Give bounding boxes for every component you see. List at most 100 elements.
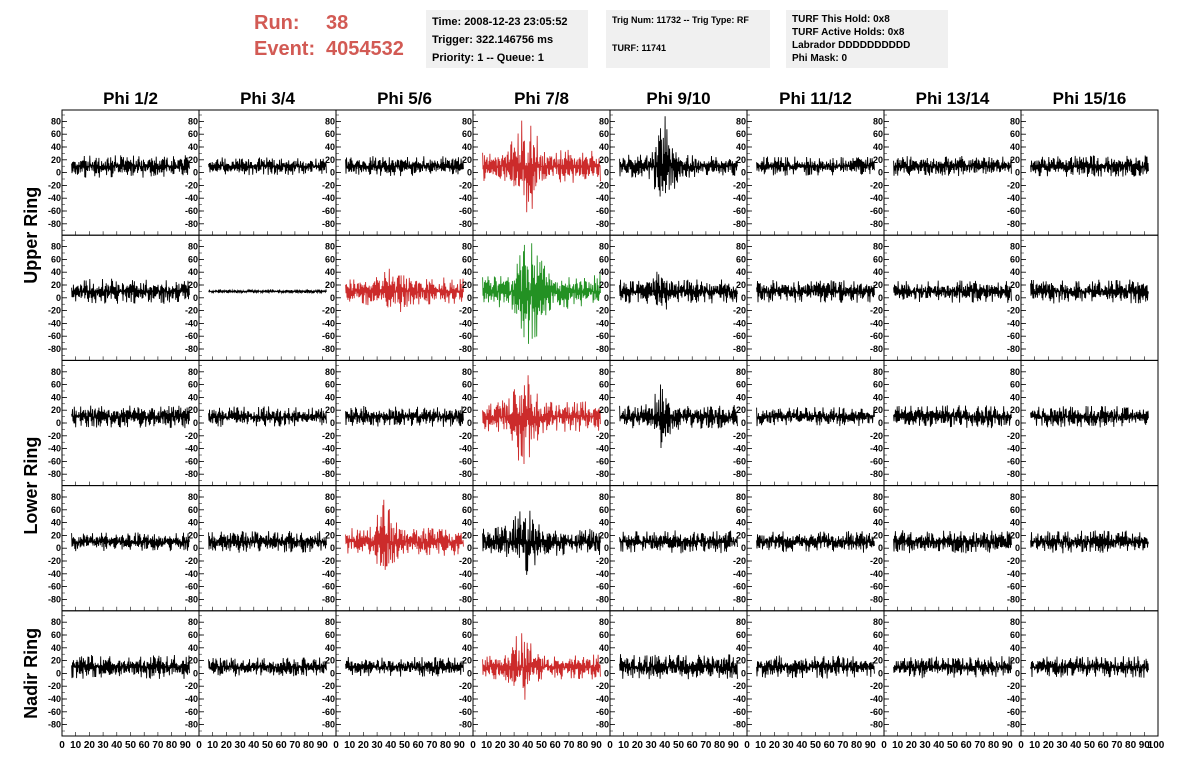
y-tick-label: 0 (1015, 668, 1020, 678)
y-tick-label: 20 (873, 656, 883, 666)
y-tick-label: -80 (185, 720, 198, 730)
x-tick-label: 50 (673, 740, 685, 751)
y-tick-label: 20 (188, 656, 198, 666)
y-tick-label: 80 (325, 617, 335, 627)
y-tick-label: 60 (736, 129, 746, 139)
y-tick-label: -20 (185, 306, 198, 316)
y-tick-label: -20 (596, 681, 609, 691)
y-tick-label: 0 (878, 418, 883, 428)
x-tick-label: 50 (1084, 740, 1096, 751)
y-tick-label: 20 (462, 405, 472, 415)
y-tick-label: 0 (193, 418, 198, 428)
y-tick-label: 0 (467, 168, 472, 178)
x-tick-label: 50 (262, 740, 274, 751)
y-tick-label: -80 (1007, 344, 1020, 354)
y-tick-label: 80 (51, 116, 61, 126)
y-tick-label: 60 (1010, 505, 1020, 515)
waveform-line (208, 288, 327, 295)
x-tick-label: 80 (166, 740, 178, 751)
x-tick-label: 70 (289, 740, 301, 751)
x-tick-label: 90 (1139, 740, 1151, 751)
labrador-text: Labrador DDDDDDDDDD (792, 40, 911, 51)
x-tick-label: 50 (947, 740, 959, 751)
y-tick-label: 60 (462, 630, 472, 640)
y-tick-label: -40 (596, 318, 609, 328)
y-tick-label: 0 (330, 668, 335, 678)
y-tick-label: 80 (599, 492, 609, 502)
y-tick-label: -40 (733, 569, 746, 579)
waveform-line (756, 531, 875, 553)
y-tick-label: -40 (459, 193, 472, 203)
y-tick-label: -20 (185, 556, 198, 566)
y-tick-label: -80 (596, 219, 609, 229)
y-tick-label: -60 (733, 582, 746, 592)
y-tick-label: 40 (873, 142, 883, 152)
turf-active-holds-text: TURF Active Holds: 0x8 (792, 27, 905, 38)
y-tick-label: 60 (51, 630, 61, 640)
y-tick-label: 80 (462, 617, 472, 627)
y-tick-label: -60 (459, 707, 472, 717)
y-tick-label: 40 (1010, 643, 1020, 653)
y-tick-label: -80 (1007, 219, 1020, 229)
y-tick-label: -60 (870, 707, 883, 717)
y-tick-label: -20 (870, 556, 883, 566)
waveform-line (482, 510, 601, 575)
y-tick-label: 20 (736, 280, 746, 290)
y-tick-label: 40 (51, 643, 61, 653)
y-tick-label: -20 (48, 681, 61, 691)
x-tick-label: 50 (399, 740, 411, 751)
y-tick-label: -80 (459, 594, 472, 604)
y-tick-label: -20 (1007, 306, 1020, 316)
y-tick-label: 80 (599, 617, 609, 627)
waveform-line (1030, 405, 1149, 428)
y-tick-label: 40 (873, 643, 883, 653)
y-tick-label: -40 (596, 569, 609, 579)
waveform-line (893, 405, 1012, 429)
y-tick-label: -80 (870, 344, 883, 354)
x-tick-label: 30 (509, 740, 521, 751)
y-tick-label: -80 (733, 469, 746, 479)
y-tick-label: 40 (325, 142, 335, 152)
y-tick-label: -60 (870, 206, 883, 216)
y-tick-label: -60 (459, 331, 472, 341)
x-tick-label: 10 (618, 740, 630, 751)
y-tick-label: 40 (462, 643, 472, 653)
waveform-line (756, 655, 875, 679)
waveform-line (208, 157, 327, 176)
y-tick-label: 0 (878, 293, 883, 303)
panel-frame (198, 234, 337, 361)
y-tick-label: 40 (599, 518, 609, 528)
y-tick-label: 20 (325, 530, 335, 540)
y-tick-label: 80 (1010, 367, 1020, 377)
x-tick-label: 30 (1057, 740, 1069, 751)
ring-label: Upper Ring (21, 187, 41, 284)
y-tick-label: -40 (733, 694, 746, 704)
y-tick-label: -40 (185, 193, 198, 203)
y-tick-label: 40 (325, 267, 335, 277)
y-tick-label: 0 (330, 418, 335, 428)
waveform-line (208, 657, 327, 677)
x-tick-label: 20 (84, 740, 96, 751)
y-tick-label: -60 (185, 331, 198, 341)
trig-num-text: Trig Num: 11732 -- Trig Type: RF (612, 15, 749, 25)
x-tick-label: 90 (1002, 740, 1014, 751)
y-tick-label: -20 (870, 180, 883, 190)
y-tick-label: -40 (870, 694, 883, 704)
y-tick-label: 60 (599, 630, 609, 640)
y-tick-label: 60 (736, 630, 746, 640)
y-tick-label: -60 (596, 707, 609, 717)
x-tick-label: 10 (344, 740, 356, 751)
y-tick-label: 20 (873, 530, 883, 540)
y-tick-label: -20 (185, 681, 198, 691)
y-tick-label: -60 (185, 206, 198, 216)
y-tick-label: -60 (733, 331, 746, 341)
y-tick-label: 0 (193, 543, 198, 553)
y-tick-label: 40 (1010, 142, 1020, 152)
y-tick-label: 0 (878, 543, 883, 553)
y-tick-label: 60 (873, 505, 883, 515)
y-tick-label: -20 (1007, 681, 1020, 691)
x-tick-label: 40 (659, 740, 671, 751)
y-tick-label: -80 (870, 219, 883, 229)
y-tick-label: 80 (599, 116, 609, 126)
